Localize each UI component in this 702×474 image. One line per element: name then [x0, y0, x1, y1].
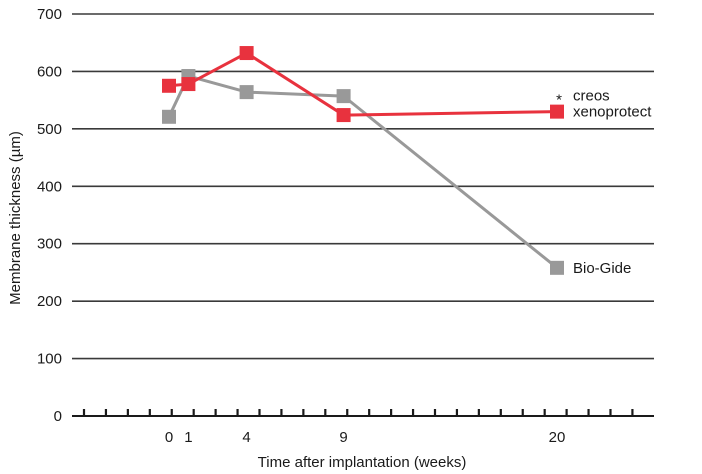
- data-point-xenoprotect: [336, 108, 351, 123]
- x-axis: [82, 409, 634, 417]
- legend-label-bio-gide: Bio-Gide: [573, 260, 631, 277]
- y-tick-label: 400: [37, 178, 62, 195]
- x-tick-labels: 0 1 4 9 20: [165, 429, 566, 446]
- y-tick-label: 500: [37, 121, 62, 138]
- data-point-bio-gide: [239, 85, 254, 100]
- significance-asterisk: *: [556, 92, 562, 109]
- data-point-xenoprotect: [181, 77, 196, 92]
- x-tick-label: 0: [165, 429, 173, 446]
- data-point-bio-gide: [162, 109, 176, 124]
- y-axis-title: Membrane thickness (µm): [7, 131, 24, 305]
- series-line-xenoprotect: [168, 51, 558, 117]
- x-axis-title: Time after implantation (weeks): [258, 454, 467, 471]
- x-tick-label: 1: [184, 429, 192, 446]
- y-tick-label: 600: [37, 63, 62, 80]
- y-tick-label: 200: [37, 293, 62, 310]
- data-point-bio-gide: [550, 260, 564, 275]
- y-tick-label: 700: [37, 6, 62, 23]
- y-tick-label: 300: [37, 236, 62, 253]
- data-point-xenoprotect: [550, 104, 564, 119]
- x-tick-label: 9: [339, 429, 347, 446]
- y-tick-label: 0: [54, 408, 62, 425]
- y-tick-labels: 0 100 200 300 400 500 600 700: [37, 6, 62, 425]
- data-point-xenoprotect: [162, 78, 176, 93]
- x-tick-label: 20: [549, 429, 566, 446]
- data-point-bio-gide: [336, 89, 351, 104]
- x-tick-label: 4: [242, 429, 250, 446]
- series-group: [162, 46, 564, 275]
- series-line-bio-gide: [167, 74, 558, 270]
- legend-label-xenoprotect: xenoprotect: [573, 104, 652, 121]
- gridlines: [72, 13, 654, 417]
- legend-label-creos: creos: [573, 88, 610, 105]
- y-tick-label: 100: [37, 351, 62, 368]
- data-point-xenoprotect: [239, 46, 254, 61]
